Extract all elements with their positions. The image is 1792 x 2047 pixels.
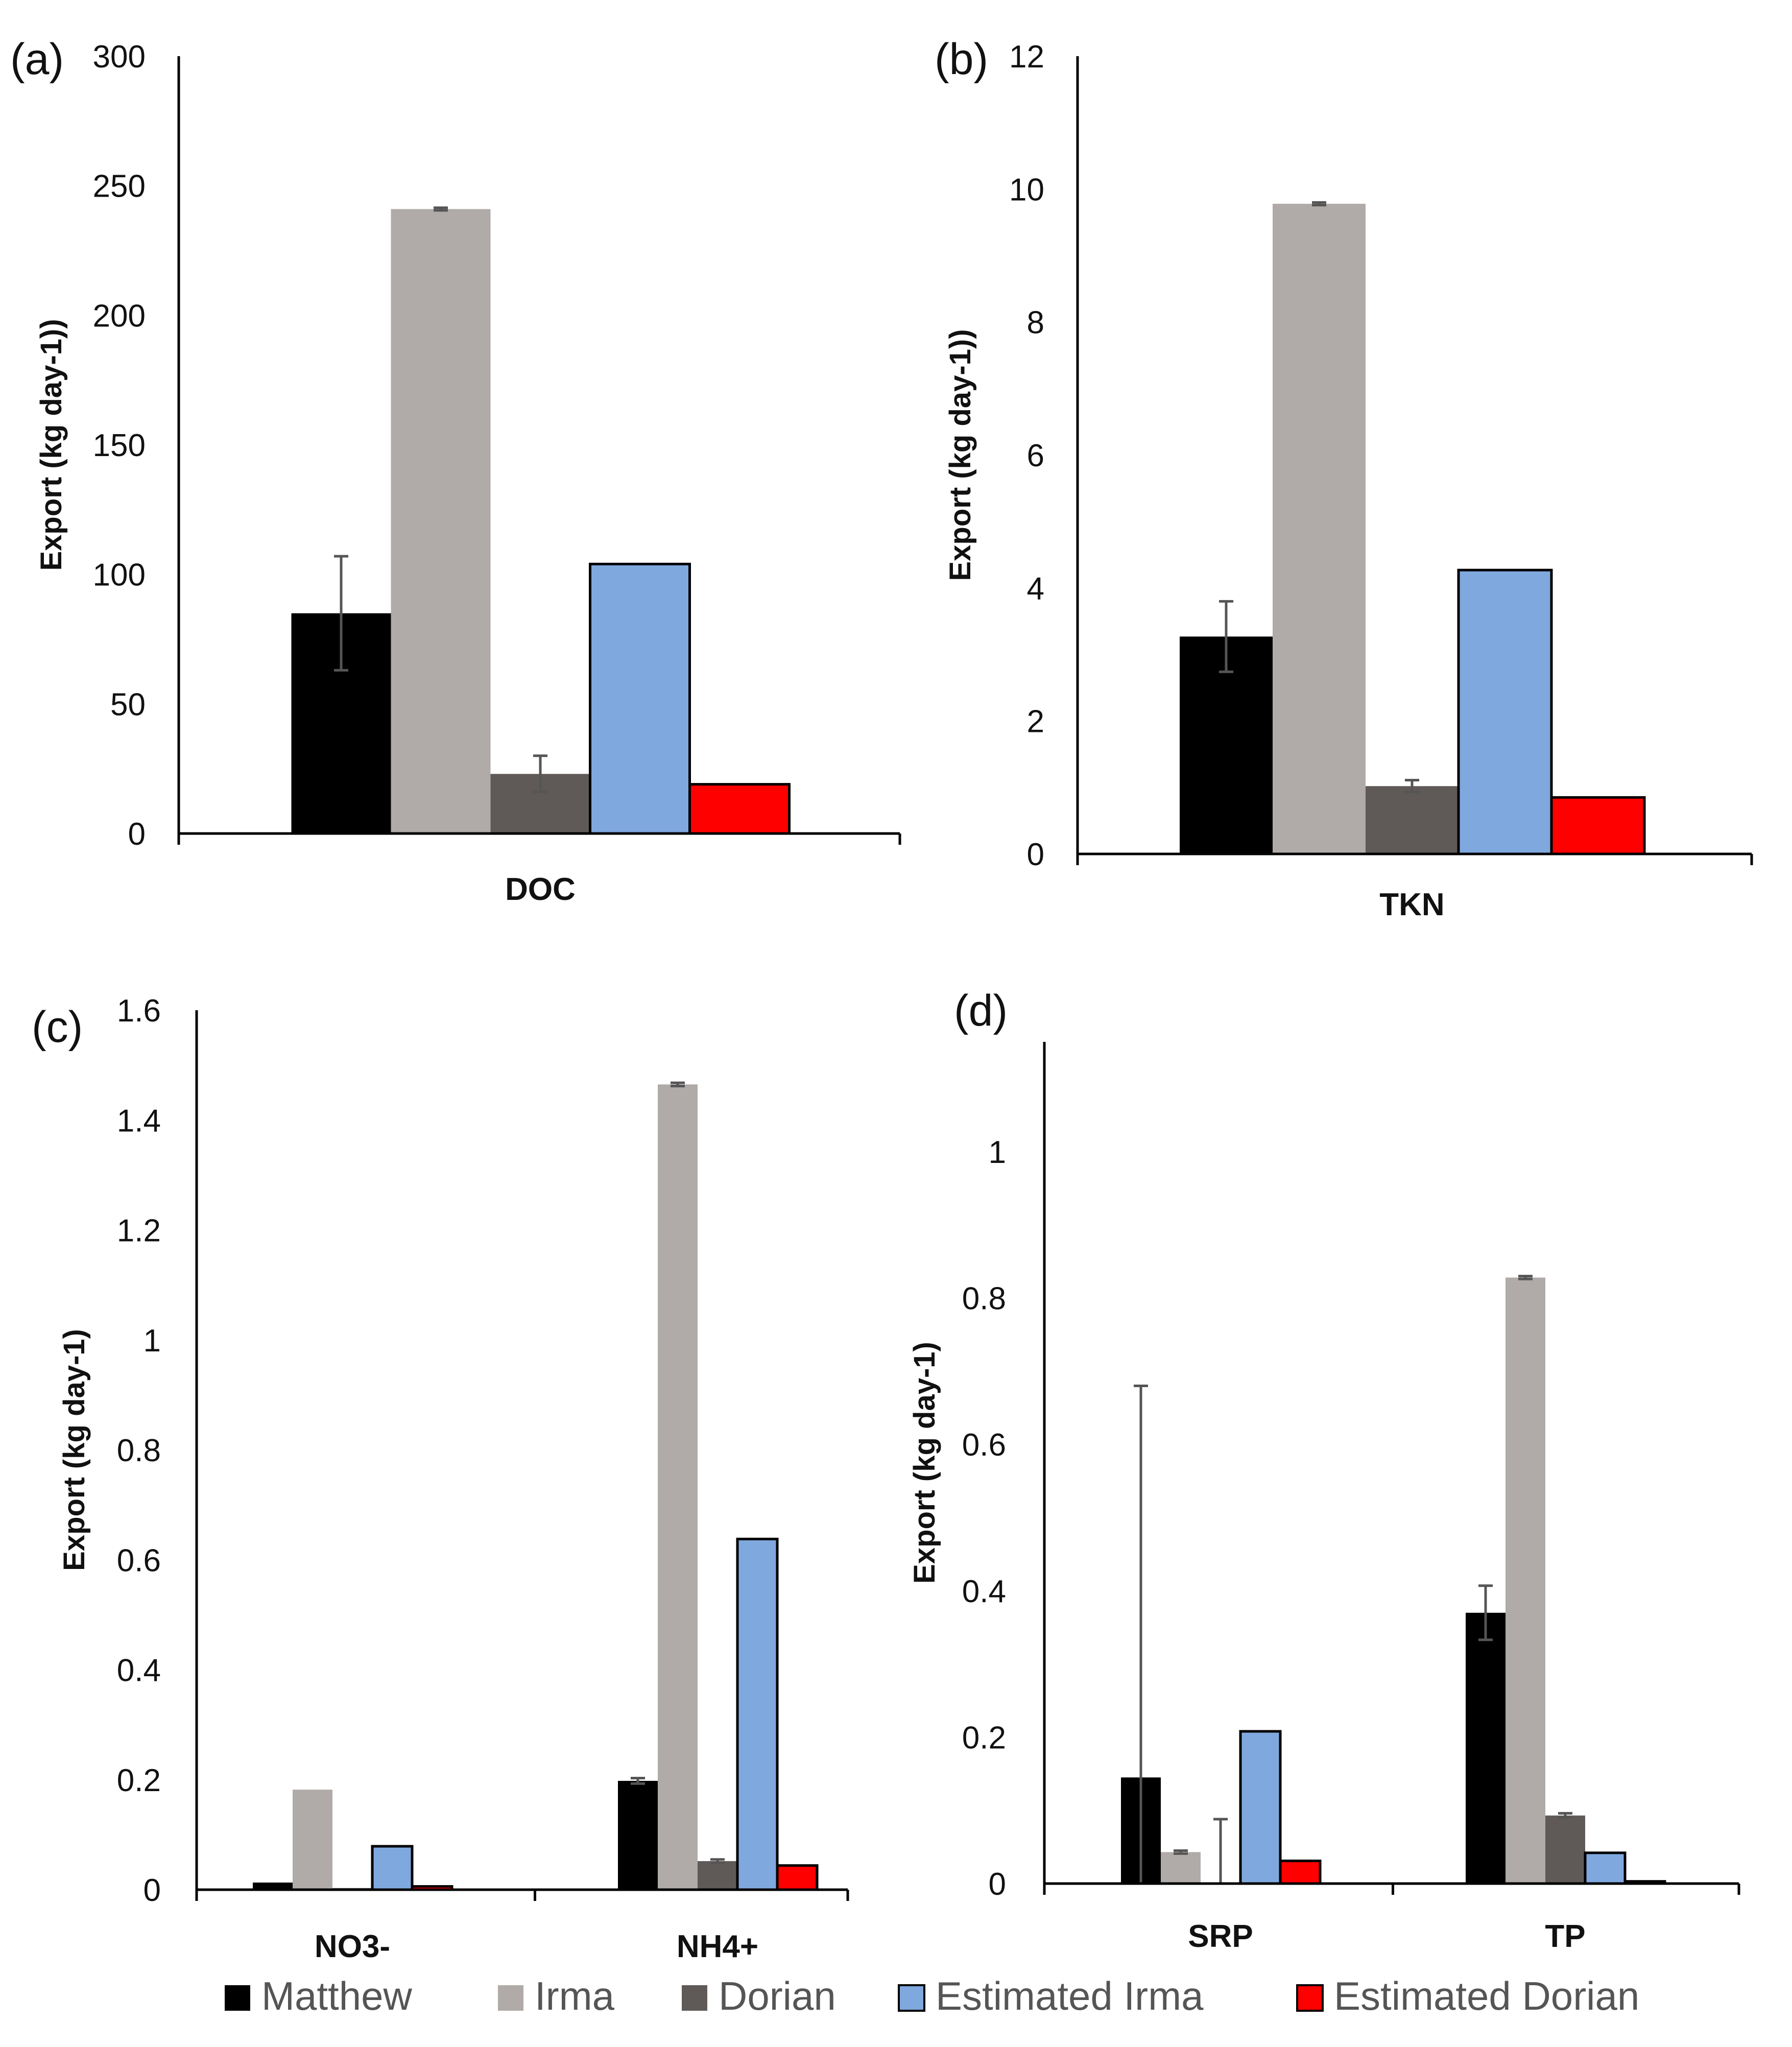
panel-c-label: (c): [32, 1003, 83, 1052]
panel-a-ytick-label: 200: [93, 298, 146, 334]
panel-c-bar-no3-estimated-irma: [371, 1845, 414, 1891]
panel-a-ytick-label: 0: [128, 817, 146, 852]
panel-b-ytick-label: 8: [1027, 305, 1044, 341]
panel-d-ytick-label: 0: [989, 1867, 1006, 1902]
panel-d-errorbar-tp-irma: [1518, 1275, 1533, 1280]
panel-a-errorbar-doc-matthew: [334, 555, 348, 672]
panel-a-y-axis-title: Export (kg day-1)): [35, 319, 68, 570]
panel-c-y-axis-title: Export (kg day-1): [58, 1329, 91, 1571]
legend-swatch-dorian: [682, 1985, 707, 2011]
panel-c-bar-no3-matthew: [253, 1883, 293, 1890]
panel-a-ytick-label: 150: [93, 428, 146, 463]
panel-c-ytick-label: 0.2: [117, 1763, 161, 1798]
panel-c-bar-nh4-estimated-dorian: [776, 1864, 819, 1891]
panel-c: (c) 0 0.2 0.4 0.6 0.8 1 1.2 1.4 1.6 Export (kg day…: [32, 993, 849, 1964]
panel-b-label: (b): [935, 35, 988, 84]
panel-c-category-label: NO3-: [315, 1929, 390, 1964]
panel-d-errorbar-srp-dorian: [1213, 1818, 1228, 1884]
panel-a-bar-doc-estimated-irma: [589, 562, 691, 835]
panel-b-bar-tkn-irma: [1273, 203, 1366, 854]
panel-c-bar-no3-irma: [293, 1790, 332, 1890]
panel-a-label: (a): [10, 35, 64, 84]
panel-b-ytick-label: 12: [1009, 39, 1044, 75]
legend-swatch-estimated-dorian: [1296, 1984, 1324, 2012]
panel-c-ytick-label: 1: [144, 1323, 161, 1359]
legend-swatch-irma: [498, 1985, 523, 2011]
legend-label-estimated-irma: Estimated Irma: [936, 1973, 1204, 2018]
panel-d-bar-tp-dorian: [1545, 1815, 1585, 1884]
panel-d-label: (d): [954, 986, 1008, 1035]
panel-b-bar-tkn-estimated-irma: [1457, 568, 1553, 855]
panel-d-bar-tp-matthew: [1466, 1612, 1506, 1884]
panel-a-ytick-label: 50: [110, 687, 146, 722]
panel-c-errorbar-nh4-dorian: [710, 1858, 725, 1864]
panel-b-ytick-label: 6: [1027, 438, 1044, 473]
panel-a-ytick-label: 300: [93, 39, 146, 75]
panel-d-bar-tp-estimated-irma: [1584, 1851, 1627, 1885]
panel-c-ytick-label: 1.4: [117, 1103, 161, 1138]
legend-label-matthew: Matthew: [261, 1973, 412, 2018]
panel-d: (d) 0 0.2 0.4 0.6 0.8 1 Export (kg day-1) SRP TP: [908, 986, 1740, 1954]
panel-a-category-label: DOC: [505, 872, 576, 907]
panel-b-ytick-label: 4: [1027, 571, 1044, 606]
panel-b-bar-tkn-estimated-dorian: [1550, 796, 1646, 855]
panel-d-bar-tp-irma: [1506, 1277, 1545, 1884]
panel-b-bar-tkn-dorian: [1366, 786, 1459, 854]
panel-b-errorbar-tkn-irma: [1312, 201, 1326, 207]
panel-c-ytick-label: 0.4: [117, 1653, 161, 1688]
legend-label-estimated-dorian: Estimated Dorian: [1334, 1973, 1639, 2018]
panel-d-ytick-label: 0.2: [962, 1720, 1006, 1755]
panel-d-bar-srp-estimated-irma: [1239, 1730, 1282, 1885]
panel-d-category-label: TP: [1545, 1919, 1585, 1954]
panel-c-ytick-label: 0: [144, 1873, 161, 1908]
panel-a-errorbar-doc-irma: [434, 206, 448, 212]
panel-d-y-axis-title: Export (kg day-1): [908, 1342, 941, 1584]
panel-c-ytick-label: 1.2: [117, 1213, 161, 1249]
panel-c-bar-nh4-estimated-irma: [736, 1537, 779, 1891]
panel-d-errorbar-srp-irma: [1174, 1849, 1188, 1855]
panel-a-bar-doc-estimated-dorian: [688, 783, 791, 835]
panel-c-errorbar-nh4-matthew: [631, 1777, 645, 1785]
panel-c-category-label: NH4+: [677, 1929, 758, 1964]
legend-swatch-matthew: [225, 1985, 250, 2011]
panel-c-errorbar-nh4-irma: [671, 1081, 685, 1088]
legend: Matthew Irma Dorian Estimated Irma Estimated…: [225, 1973, 1639, 2018]
panel-b-category-label: TKN: [1379, 887, 1444, 922]
panel-d-bar-srp-irma: [1161, 1852, 1201, 1884]
panel-a-ytick-label: 100: [93, 558, 146, 593]
panel-d-category-label: SRP: [1188, 1919, 1253, 1954]
panel-d-errorbar-tp-dorian: [1558, 1812, 1572, 1819]
panel-c-bar-nh4-matthew: [618, 1780, 658, 1890]
panel-c-ytick-label: 0.6: [117, 1543, 161, 1578]
panel-d-ytick-label: 0.8: [962, 1281, 1006, 1317]
panel-a-ytick-label: 250: [93, 169, 146, 204]
panel-c-ytick-label: 1.6: [117, 993, 161, 1029]
panel-c-ytick-label: 0.8: [117, 1433, 161, 1468]
panel-b-ytick-label: 2: [1027, 704, 1044, 740]
panel-d-errorbar-tp-matthew: [1478, 1584, 1493, 1641]
panel-b-ytick-label: 10: [1009, 172, 1044, 207]
panel-d-ytick-label: 0.6: [962, 1427, 1006, 1463]
panel-d-ytick-label: 0.4: [962, 1574, 1006, 1609]
panel-b-ytick-label: 0: [1027, 837, 1044, 872]
panel-a-bar-doc-irma: [391, 209, 491, 834]
panel-c-bar-nh4-irma: [658, 1084, 698, 1890]
legend-swatch-estimated-irma: [898, 1984, 925, 2012]
panel-b-y-axis-title: Export (kg day-1)): [944, 329, 977, 581]
panel-b-errorbar-tkn-dorian: [1405, 779, 1419, 794]
legend-label-irma: Irma: [535, 1973, 615, 2018]
panel-c-bar-nh4-dorian: [698, 1861, 737, 1890]
legend-label-dorian: Dorian: [719, 1973, 836, 2018]
panel-d-errorbar-srp-matthew: [1134, 1385, 1148, 1884]
panel-b: (b) 0 2 4 6 8 10 12 Export (kg day-1)) TKN: [935, 35, 1753, 922]
panel-a-errorbar-doc-dorian: [533, 754, 547, 794]
panel-d-ytick-label: 1: [989, 1135, 1006, 1170]
panel-b-errorbar-tkn-matthew: [1219, 600, 1233, 673]
panel-a: (a) 0 50 100 150 200 250 300 Export (kg day-1)) D…: [10, 35, 901, 907]
panel-d-bar-srp-estimated-dorian: [1279, 1860, 1322, 1885]
